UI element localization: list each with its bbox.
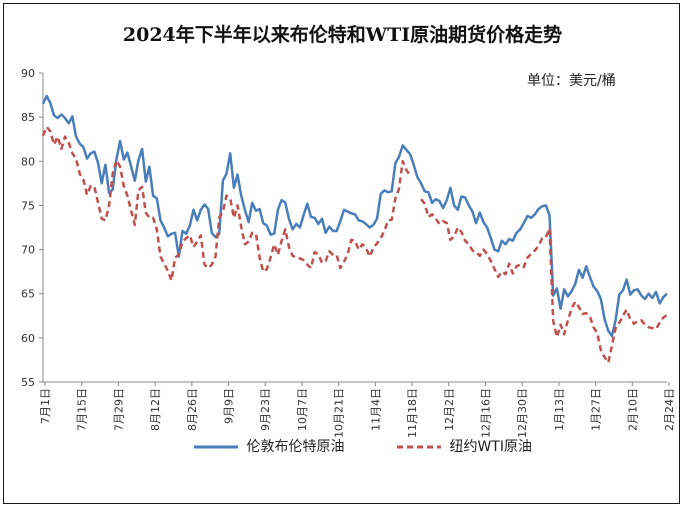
chart-frame [3, 3, 680, 504]
legend-swatch-brent [194, 445, 238, 449]
legend-label-wti: 纽约WTI原油 [449, 439, 532, 455]
x-tick-label: 7月1日 [39, 388, 52, 424]
unit-label: 单位：美元/桶 [527, 73, 616, 89]
legend-item-brent: 伦敦布伦特原油 [192, 436, 344, 456]
x-tick-label: 12月2日 [443, 388, 456, 431]
legend-label-brent: 伦敦布伦特原油 [246, 439, 345, 455]
y-tick-label: 90 [21, 67, 35, 80]
y-tick-label: 80 [21, 155, 35, 168]
x-tick-label: 1月27日 [590, 388, 603, 431]
x-tick-label: 11月18日 [406, 388, 419, 438]
y-tick-label: 85 [21, 111, 35, 124]
x-tick-label: 9月9日 [223, 388, 236, 424]
x-tick-label: 1月13日 [553, 388, 566, 431]
legend-swatch-wti [397, 445, 441, 449]
x-tick-label: 7月29日 [112, 388, 125, 431]
series-line-wti-segment-2 [420, 198, 668, 364]
series-line-brent [41, 94, 668, 338]
chart-title: 2024年下半年以来布伦特和WTI原油期货价格走势 [122, 24, 563, 46]
x-tick-label: 12月16日 [479, 388, 492, 438]
x-tick-label: 2月24日 [663, 388, 676, 431]
x-tick-label: 2月10日 [626, 388, 639, 431]
legend-item-wti: 纽约WTI原油 [395, 436, 532, 456]
x-tick-label: 8月12日 [149, 388, 162, 431]
y-tick-label: 55 [21, 376, 35, 389]
axes: 55 60 65 70 75 80 85 90 7月1日 7月15日 7月29日 8月12日 8月26日… [21, 67, 676, 438]
x-tick-label: 11月4日 [369, 388, 382, 431]
series-line-wti [41, 125, 412, 282]
series-lines [41, 94, 668, 364]
x-tick-label: 7月15日 [76, 388, 89, 431]
x-tick-label: 10月7日 [296, 388, 309, 431]
x-tick-label: 9月23日 [259, 388, 272, 431]
y-tick-label: 75 [21, 199, 35, 212]
x-tick-label: 10月21日 [333, 388, 346, 438]
y-tick-label: 70 [21, 244, 35, 257]
x-tick-label: 8月26日 [186, 388, 199, 431]
y-tick-label: 60 [21, 332, 35, 345]
x-tick-label: 12月30日 [516, 388, 529, 438]
y-tick-label: 65 [21, 288, 35, 301]
